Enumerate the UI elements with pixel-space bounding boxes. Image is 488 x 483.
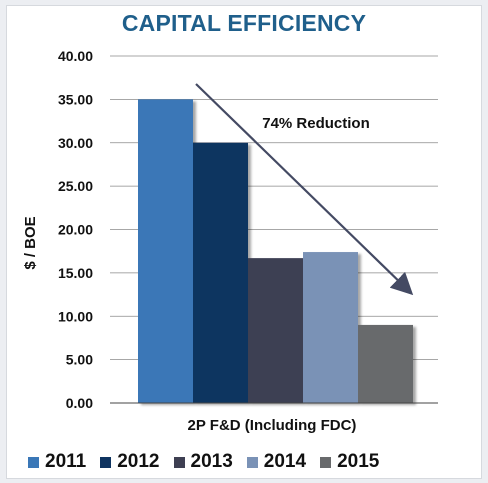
y-tick-label: 30.00 [58,135,93,151]
bar-2014 [303,252,358,403]
bar-2013 [248,258,303,403]
y-tick-label: 40.00 [58,48,93,64]
legend-item-2014: 2014 [246,451,307,473]
y-tick-label: 35.00 [58,91,93,107]
bar-2012 [193,142,248,403]
legend-item-2013: 2013 [173,451,233,473]
legend-label: 2013 [190,451,233,472]
legend-label: 2014 [263,451,307,472]
legend-swatch [100,456,112,468]
y-axis-ticks: 0.00 5.00 10.00 15.00 20.00 25.00 30.00 35.00 40… [58,48,93,411]
chart-title: CAPITAL EFFICIENCY [121,10,367,36]
legend-item-2015: 2015 [320,451,379,473]
legend-label: 2011 [45,451,87,472]
legend-label: 2015 [337,451,380,472]
trend-arrow [195,83,414,296]
x-axis-label: 2P F&D (Including FDC) [188,417,357,434]
legend-label: 2012 [117,451,160,472]
legend: 2011 2012 2013 2014 2015 [28,448,379,476]
bar-2015 [358,324,413,403]
y-tick-label: 5.00 [66,352,93,368]
legend-swatch [173,456,185,468]
y-tick-label: 25.00 [58,178,93,194]
bar-2011 [138,99,193,403]
annotation-text: 74% Reduction [262,115,370,132]
y-tick-label: 20.00 [58,222,93,238]
y-tick-label: 15.00 [58,265,93,281]
legend-swatch [320,456,332,468]
y-tick-label: 0.00 [66,395,93,411]
y-axis-label: $ / BOE [22,216,39,269]
y-tick-label: 10.00 [58,308,93,324]
legend-swatch [246,456,258,468]
legend-item-2012: 2012 [100,451,160,473]
legend-item-2011: 2011 [28,451,86,473]
legend-swatch [28,456,39,468]
bars [138,99,413,403]
